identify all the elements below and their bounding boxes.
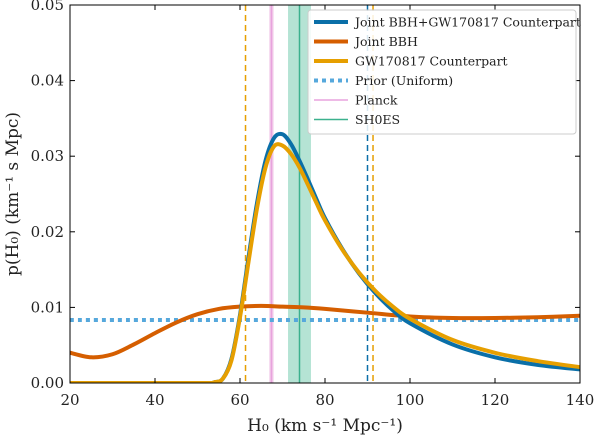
x-tick-label-1: 40: [145, 391, 164, 409]
x-tick-label-5: 120: [481, 391, 510, 409]
legend-label-1: Joint BBH: [353, 34, 418, 49]
x-tick-label-0: 20: [60, 391, 79, 409]
x-tick-label-4: 100: [396, 391, 425, 409]
series-line-1: [70, 303, 580, 360]
x-axis-label: H₀ (km s⁻¹ Mpc⁻¹): [247, 416, 403, 436]
series-layer: [70, 131, 580, 383]
y-axis-label: p(H₀) (km⁻¹ s Mpc): [3, 112, 23, 276]
y-tick-label-0: 0.00: [31, 374, 64, 392]
x-tick-label-2: 60: [230, 391, 249, 409]
x-tick-label-6: 140: [566, 391, 595, 409]
legend-label-4: Planck: [355, 93, 398, 108]
legend-label-0: Joint BBH+GW170817 Counterpart: [353, 15, 581, 30]
legend-frame: [307, 9, 577, 135]
legend-label-5: SH0ES: [355, 112, 400, 127]
ticks-layer: 20 40 60 80 100 120 140 0.00 0.01 0.02 0.03 0.04 0.0…: [31, 0, 595, 409]
series-line-0: [70, 131, 580, 383]
series-line-2: [70, 142, 580, 383]
legend-label-2: GW170817 Counterpart: [355, 54, 508, 69]
y-tick-label-1: 0.01: [31, 298, 64, 316]
y-tick-label-4: 0.04: [31, 72, 64, 90]
y-tick-label-2: 0.02: [31, 223, 64, 241]
legend-label-3: Prior (Uniform): [355, 73, 453, 88]
legend-items: Joint BBH+GW170817 Counterpart Joint BBH G…: [314, 15, 581, 127]
y-tick-label-3: 0.03: [31, 147, 64, 165]
legend: Joint BBH+GW170817 Counterpart Joint BBH G…: [307, 9, 581, 135]
bands-layer: [269, 5, 311, 383]
x-tick-label-3: 80: [315, 391, 334, 409]
y-tick-label-5: 0.05: [31, 0, 64, 14]
